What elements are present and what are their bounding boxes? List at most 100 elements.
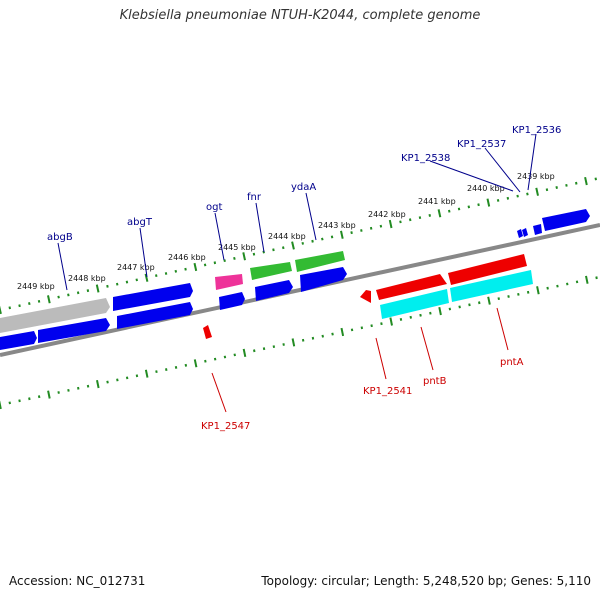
minor-tick xyxy=(272,248,275,252)
gene-arrow-blue xyxy=(255,280,293,301)
leader-line xyxy=(57,242,68,291)
major-tick xyxy=(585,275,589,284)
major-tick xyxy=(95,284,100,293)
major-tick xyxy=(437,209,442,218)
reverse-label-leaders xyxy=(211,307,509,413)
minor-tick xyxy=(67,388,70,392)
minor-tick xyxy=(566,282,569,286)
reverse-tick-track xyxy=(0,275,598,410)
leader-line xyxy=(139,227,148,278)
reverse-strand-genes xyxy=(0,267,533,350)
forward-tick-track xyxy=(0,176,597,315)
minor-tick xyxy=(575,181,578,185)
minor-tick xyxy=(86,384,90,388)
minor-tick xyxy=(458,305,461,309)
kbp-label: 2445 kbp xyxy=(218,243,256,252)
minor-tick xyxy=(545,188,549,192)
minor-tick xyxy=(253,349,256,353)
minor-tick xyxy=(76,291,80,295)
genome-title: Klebsiella pneumoniae NTUH-K2044, comple… xyxy=(119,8,481,23)
minor-tick xyxy=(204,359,207,363)
gene-label-ogt: ogt xyxy=(206,202,222,213)
gene-arrow-blue xyxy=(117,302,193,329)
minor-tick xyxy=(282,343,285,346)
minor-tick xyxy=(331,332,334,336)
minor-tick xyxy=(233,256,236,260)
minor-tick xyxy=(467,205,471,209)
major-tick xyxy=(438,306,442,316)
minor-tick xyxy=(57,295,60,299)
major-tick xyxy=(242,348,247,357)
minor-tick xyxy=(8,401,11,405)
leader-line xyxy=(527,133,537,191)
gene-arrow-blue xyxy=(38,318,110,343)
minor-tick xyxy=(546,286,549,290)
major-tick xyxy=(144,369,149,378)
minor-tick xyxy=(418,216,422,220)
minor-tick xyxy=(370,324,373,328)
minor-tick xyxy=(360,229,363,232)
forward-gene-labels: abgB abgT ogt fnr ydaA KP1_2538 KP1_2537… xyxy=(47,125,561,243)
minor-tick xyxy=(419,313,422,317)
minor-tick xyxy=(28,302,31,306)
major-tick xyxy=(388,219,393,229)
minor-tick xyxy=(223,259,226,263)
minor-tick xyxy=(594,177,597,181)
minor-tick xyxy=(28,397,31,401)
kbp-label: 2440 kbp xyxy=(467,184,505,193)
kbp-label: 2439 kbp xyxy=(517,172,555,181)
leader-line xyxy=(496,307,509,351)
minor-tick xyxy=(184,267,187,271)
major-tick xyxy=(193,262,198,272)
gene-arrow-pink xyxy=(215,274,243,290)
minor-tick xyxy=(311,239,314,243)
topology-label: Topology: circular; Length: 5,248,520 bp… xyxy=(261,574,591,588)
minor-tick xyxy=(135,278,138,282)
kbp-label: 2448 kbp xyxy=(68,274,106,283)
kbp-label: 2443 kbp xyxy=(318,221,356,230)
gene-label-KP1_2537: KP1_2537 xyxy=(457,139,506,150)
minor-tick xyxy=(272,345,276,349)
gene-label-abgB: abgB xyxy=(47,232,73,243)
gene-label-pntB: pntB xyxy=(423,376,447,387)
minor-tick xyxy=(233,353,236,357)
major-tick xyxy=(0,305,2,315)
major-tick xyxy=(487,296,491,305)
forward-strand-genes xyxy=(0,209,590,333)
minor-tick xyxy=(516,194,519,198)
minor-tick xyxy=(477,203,480,207)
gene-label-pntA: pntA xyxy=(500,357,524,368)
major-tick xyxy=(242,252,246,261)
gene-arrow-red xyxy=(448,254,527,285)
minor-tick xyxy=(18,399,21,403)
minor-tick xyxy=(125,280,129,284)
gene-arrow-green xyxy=(295,251,345,272)
minor-tick xyxy=(555,186,558,189)
kbp-label: 2444 kbp xyxy=(268,232,306,241)
minor-tick xyxy=(369,226,373,230)
gene-arrow-blue-small xyxy=(522,228,528,237)
minor-tick xyxy=(517,292,520,296)
minor-tick xyxy=(223,355,227,359)
gene-arrow-blue xyxy=(113,283,193,311)
minor-tick xyxy=(565,183,568,187)
gene-arrow-green xyxy=(250,262,292,280)
major-tick xyxy=(47,390,51,399)
minor-tick xyxy=(526,290,530,294)
minor-tick xyxy=(164,272,168,275)
major-tick xyxy=(389,317,393,326)
major-tick xyxy=(193,359,198,368)
major-tick xyxy=(291,338,296,347)
minor-tick xyxy=(213,261,217,265)
leader-line xyxy=(305,192,317,241)
minor-tick xyxy=(301,338,305,342)
gene-label-KP1_2547: KP1_2547 xyxy=(201,421,250,432)
gene-arrow-blue xyxy=(0,331,37,350)
minor-tick xyxy=(330,235,334,239)
minor-tick xyxy=(409,315,412,319)
minor-tick xyxy=(429,311,432,315)
minor-tick xyxy=(350,328,354,332)
minor-tick xyxy=(125,376,129,380)
minor-tick xyxy=(135,374,139,378)
gene-arrow-cyan xyxy=(450,270,533,302)
